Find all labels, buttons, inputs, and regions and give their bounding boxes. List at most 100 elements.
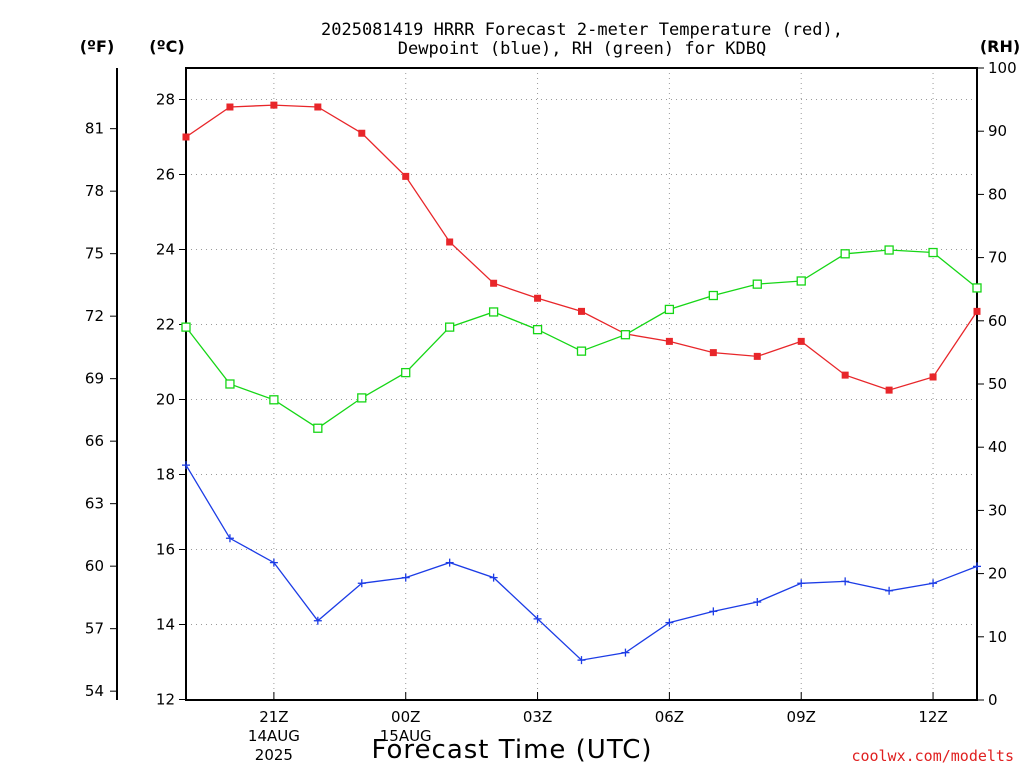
dewpoint-point (577, 656, 586, 665)
celsius-tick-label: 18 (156, 466, 175, 484)
rh-point (532, 324, 543, 335)
dewpoint-point (445, 558, 454, 567)
temperature-point (402, 172, 410, 180)
dewpoint-point (709, 607, 718, 616)
temperature-point (929, 373, 937, 381)
chart-title-line-1: 2025081419 HRRR Forecast 2-meter Tempera… (321, 20, 843, 40)
fahrenheit-tick-label: 72 (85, 307, 104, 325)
dewpoint-point (929, 579, 938, 588)
celsius-unit-label: (ºC) (149, 37, 184, 56)
rh-point (313, 423, 323, 433)
gridlines (186, 68, 977, 700)
rh-point (401, 367, 411, 378)
rh-point (928, 247, 938, 258)
temperature-point (534, 294, 542, 302)
dewpoint-point (621, 648, 630, 657)
fahrenheit-unit-label: (ºF) (80, 37, 115, 56)
rh-point (796, 276, 806, 286)
dewpoint-point (665, 618, 674, 627)
x-tick-label: 00Z (391, 708, 420, 726)
rh-tick-label: 50 (988, 375, 1007, 393)
rh-tick-label: 80 (988, 185, 1007, 203)
dewpoint-point (797, 579, 806, 588)
x-tick-label: 09Z (787, 708, 816, 726)
temperature-point (490, 279, 498, 287)
rh-point (840, 249, 850, 259)
celsius-tick-label: 28 (156, 91, 175, 109)
temperature-point (885, 386, 893, 394)
dewpoint-point (357, 579, 366, 588)
temperature-point (665, 337, 673, 345)
dewpoint-point (489, 573, 498, 582)
celsius-tick-label: 14 (156, 616, 175, 634)
temperature-point (226, 103, 234, 111)
data-series (181, 101, 982, 665)
temperature-point (182, 133, 190, 141)
axes (110, 67, 984, 701)
dewpoint-point (182, 461, 190, 470)
x-axis-label: Forecast Time (UTC) (371, 735, 652, 765)
temperature-point (753, 352, 761, 360)
rh-point (620, 330, 631, 340)
fahrenheit-tick-label: 63 (85, 495, 104, 513)
dewpoint-point (313, 616, 322, 625)
temperature-point (841, 371, 849, 379)
x-tick-date-label: 14AUG (248, 727, 300, 745)
fahrenheit-tick-label: 66 (85, 432, 104, 450)
x-tick-date-label: 15AUG (380, 727, 432, 745)
rh-point (357, 393, 367, 403)
dewpoint-point (973, 562, 981, 571)
fahrenheit-tick-label: 54 (85, 682, 104, 700)
celsius-tick-label: 24 (156, 241, 175, 259)
temperature-point (314, 103, 322, 111)
x-tick-label: 12Z (918, 708, 947, 726)
celsius-tick-label: 26 (156, 166, 175, 184)
fahrenheit-tick-label: 81 (85, 120, 104, 138)
rh-point (708, 290, 718, 301)
dewpoint-point (533, 614, 542, 623)
celsius-tick-label: 20 (156, 391, 175, 409)
rh-tick-label: 100 (988, 59, 1017, 77)
rh-point (576, 346, 587, 356)
chart-title-line-2: Dewpoint (blue), RH (green) for KDBQ (398, 39, 766, 59)
temperature-point (797, 337, 805, 345)
rh-line (185, 249, 978, 429)
rh-point (488, 307, 499, 317)
dewpoint-point (885, 586, 894, 595)
temperature-point (709, 349, 717, 357)
rh-tick-label: 70 (988, 249, 1007, 267)
fahrenheit-tick-label: 69 (85, 370, 104, 388)
rh-tick-label: 60 (988, 312, 1007, 330)
rh-point (225, 379, 235, 389)
rh-point (181, 322, 191, 332)
rh-tick-label: 20 (988, 565, 1007, 583)
rh-tick-label: 30 (988, 501, 1007, 519)
fahrenheit-tick-label: 60 (85, 557, 104, 575)
dewpoint-point (753, 598, 762, 606)
dewpoint-point (225, 534, 234, 543)
temperature-point (578, 307, 585, 315)
temperature-point (358, 129, 366, 137)
x-tick-year-label: 2025 (255, 746, 293, 764)
celsius-tick-label: 12 (156, 691, 175, 709)
celsius-tick-label: 16 (156, 541, 175, 559)
source-credit: coolwx.com/modelts (851, 747, 1014, 765)
tick-labels: 12 14 16 18 20 22 24 26 28 54 57 60 63 66 69 72 75 78 81 0 1… (85, 59, 1017, 764)
temperature-point (446, 238, 454, 246)
x-tick-label: 06Z (655, 708, 684, 726)
plot-frame (185, 67, 978, 701)
rh-unit-label: (RH) (980, 37, 1020, 56)
rh-point (269, 395, 279, 405)
temperature-point (270, 101, 278, 109)
fahrenheit-tick-label: 57 (85, 620, 104, 638)
rh-tick-label: 0 (988, 691, 998, 709)
rh-point (972, 283, 982, 293)
x-tick-label: 03Z (523, 708, 552, 726)
rh-point (445, 322, 455, 332)
rh-point (664, 304, 675, 315)
fahrenheit-tick-label: 75 (85, 245, 104, 263)
rh-tick-label: 90 (988, 122, 1007, 140)
dewpoint-point (269, 558, 278, 567)
rh-point (884, 245, 894, 255)
